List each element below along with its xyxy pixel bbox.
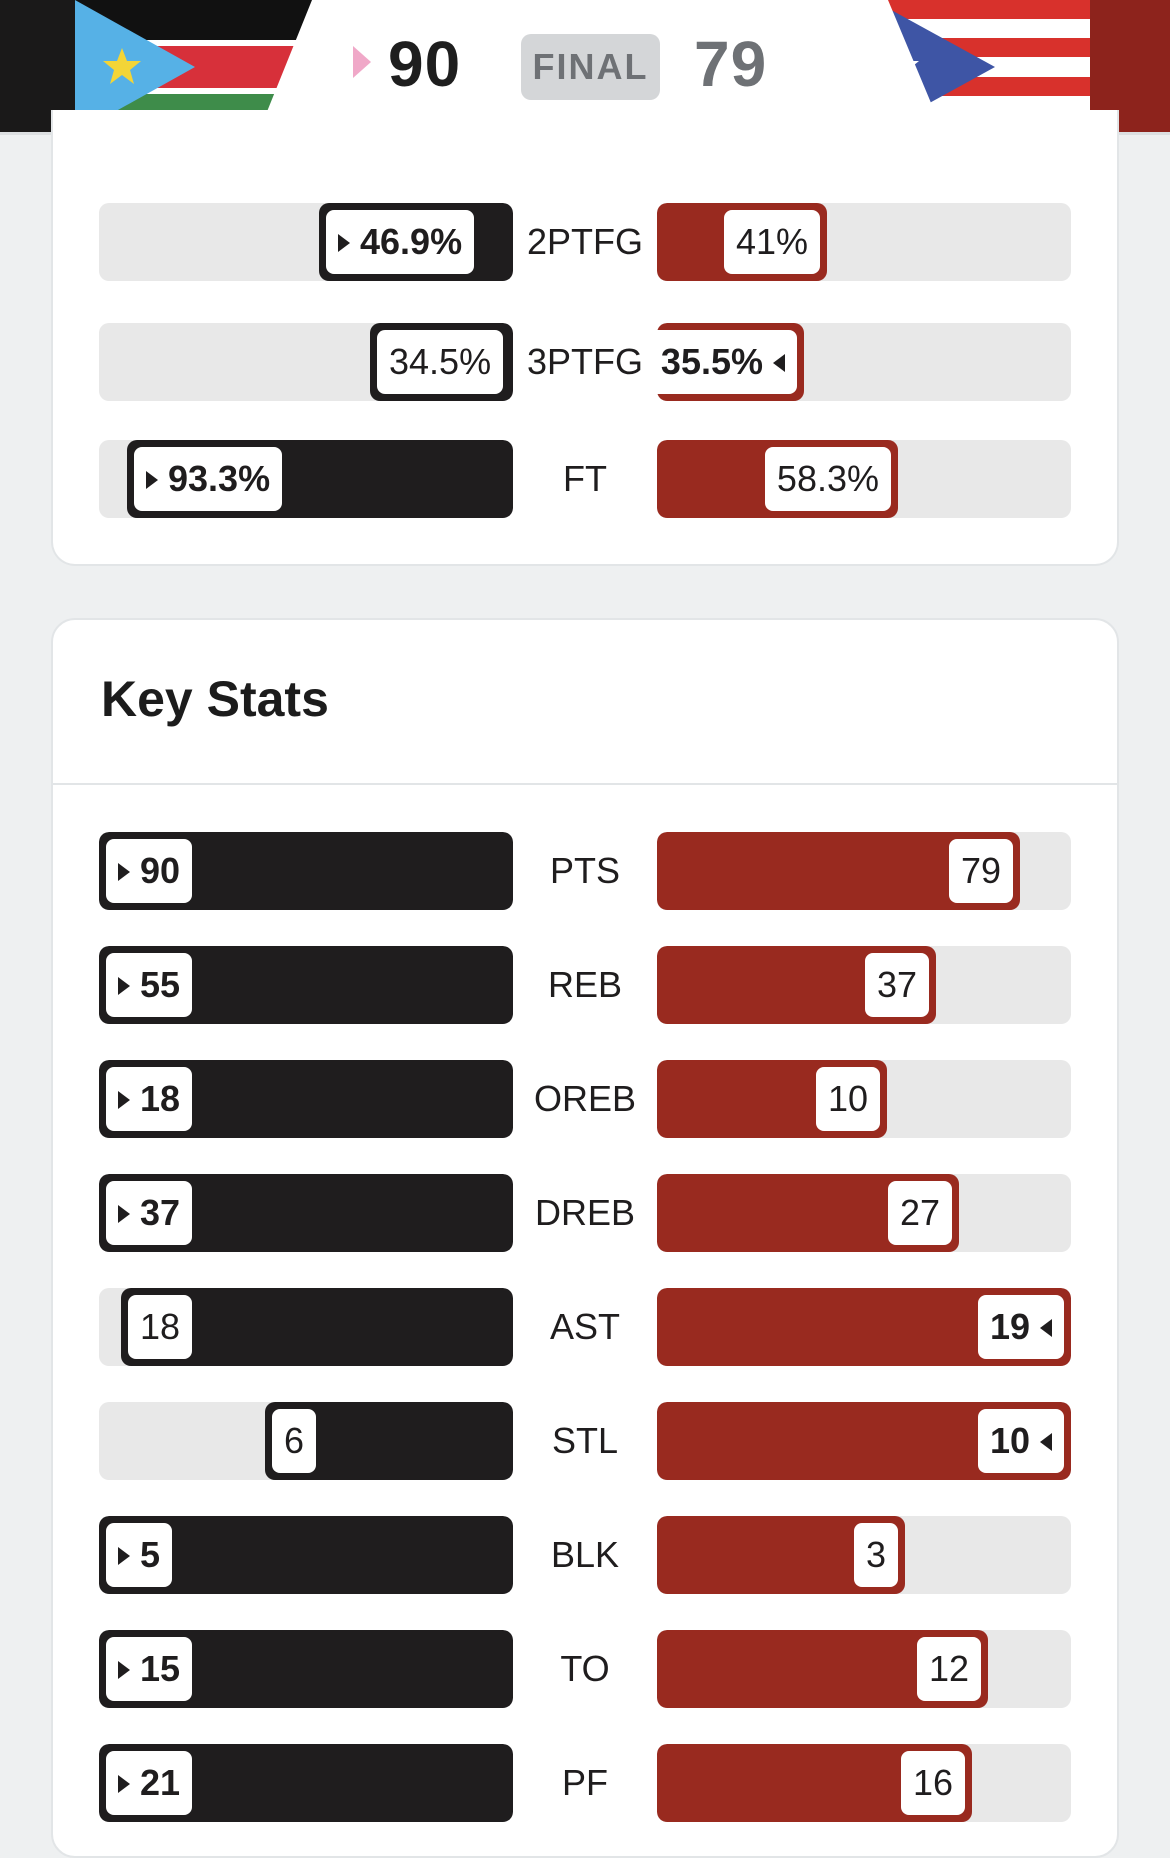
winner-arrow-icon: [118, 1661, 130, 1679]
away-stat-value: 41%: [723, 210, 820, 274]
away-score: 79: [694, 28, 768, 100]
away-stat-text: 27: [899, 1192, 940, 1233]
key-stat-row: 90 79 PTS: [0, 832, 1170, 910]
stat-label: STL: [551, 1420, 619, 1461]
home-stat-value: 34.5%: [377, 330, 504, 394]
away-stat-value: 37: [864, 953, 929, 1017]
home-stat-value: 46.9%: [326, 210, 475, 274]
stat-label: TO: [560, 1648, 610, 1689]
away-stat-text: 58.3%: [776, 458, 879, 499]
away-stat-value: 10: [977, 1409, 1064, 1473]
away-stat-value: 12: [916, 1637, 981, 1701]
winner-arrow-icon: [1040, 1319, 1052, 1337]
away-stat-text: 35.5%: [660, 341, 763, 382]
away-stat-value: 10: [815, 1067, 880, 1131]
key-stat-row: 18 19 AST: [0, 1288, 1170, 1366]
stat-label: BLK: [550, 1534, 620, 1575]
home-stat-text: 18: [140, 1078, 181, 1119]
away-stat-text: 19: [989, 1306, 1030, 1347]
away-stat-value: 58.3%: [764, 447, 891, 511]
winner-arrow-icon: [773, 354, 785, 372]
away-stat-text: 79: [960, 850, 1001, 891]
away-stat-value: 3: [853, 1523, 898, 1587]
key-stat-row: 18 10 OREB: [0, 1060, 1170, 1138]
home-stat-text: 46.9%: [360, 221, 463, 262]
home-stat-text: 21: [140, 1762, 181, 1803]
key-stat-row: 21 16 PF: [0, 1744, 1170, 1822]
key-stat-row: 6 10 STL: [0, 1402, 1170, 1480]
shooting-row: 34.5% 35.5% 3PT FG: [0, 323, 1170, 401]
key-stat-row: 55 37 REB: [0, 946, 1170, 1024]
stat-label: FT: [513, 440, 657, 518]
home-stat-text: 37: [140, 1192, 181, 1233]
home-stat-value: 6: [272, 1409, 317, 1473]
away-stat-text: 10: [827, 1078, 868, 1119]
away-stat-text: 10: [989, 1420, 1030, 1461]
away-bar-track: [657, 1174, 1071, 1252]
home-stat-text: 6: [284, 1420, 305, 1461]
home-stat-value: 5: [106, 1523, 173, 1587]
home-stat-text: 93.3%: [168, 458, 271, 499]
stat-label: DREB: [534, 1192, 636, 1233]
stat-label-line: FG: [593, 221, 644, 262]
stat-label: AST: [549, 1306, 620, 1347]
winner-arrow-icon: [338, 234, 350, 252]
winner-arrow-icon: [118, 1775, 130, 1793]
home-stat-value: 18: [128, 1295, 193, 1359]
home-stat-text: 15: [140, 1648, 181, 1689]
winner-arrow-icon: [118, 1091, 130, 1109]
home-score: 90: [388, 28, 462, 100]
stat-label: PTS: [549, 850, 620, 891]
home-stat-text: 34.5%: [389, 341, 492, 382]
away-stat-text: 3: [865, 1534, 886, 1575]
home-stat-text: 90: [140, 850, 181, 891]
game-status-badge: FINAL: [521, 34, 660, 100]
stat-label: OREB: [533, 1078, 637, 1119]
stat-label-line: FG: [593, 341, 644, 382]
away-bar-track: [657, 203, 1071, 281]
stat-label: PF: [561, 1762, 608, 1803]
home-stat-value: 15: [106, 1637, 193, 1701]
key-stat-row: 37 27 DREB: [0, 1174, 1170, 1252]
home-stat-value: 18: [106, 1067, 193, 1131]
away-stat-value: 16: [900, 1751, 965, 1815]
winner-arrow-icon: [118, 977, 130, 995]
away-stat-value: 19: [977, 1295, 1064, 1359]
home-stat-value: 55: [106, 953, 193, 1017]
stat-label: REB: [547, 964, 623, 1005]
away-stat-value: 35.5%: [648, 330, 797, 394]
home-stat-value: 21: [106, 1751, 193, 1815]
shooting-row: 46.9% 41% 2PT FG: [0, 203, 1170, 281]
home-stat-value: 37: [106, 1181, 193, 1245]
stat-label-line: 2PT: [526, 221, 594, 262]
stat-label: 3PT FG: [513, 323, 657, 401]
stat-label-line: FT: [563, 458, 607, 499]
winner-arrow-icon: [353, 46, 371, 78]
home-stat-text: 5: [140, 1534, 161, 1575]
away-stat-value: 79: [948, 839, 1013, 903]
away-bar-track: [657, 1630, 1071, 1708]
home-stat-text: 55: [140, 964, 181, 1005]
winner-arrow-icon: [1040, 1433, 1052, 1451]
away-stat-value: 27: [887, 1181, 952, 1245]
winner-arrow-icon: [118, 1205, 130, 1223]
home-stat-text: 18: [140, 1306, 181, 1347]
home-stat-value: 90: [106, 839, 193, 903]
away-bar-track: [657, 1744, 1071, 1822]
winner-arrow-icon: [118, 863, 130, 881]
away-stat-text: 41%: [735, 221, 808, 262]
away-stat-text: 12: [928, 1648, 969, 1689]
home-stat-value: 93.3%: [134, 447, 283, 511]
winner-arrow-icon: [118, 1547, 130, 1565]
away-stat-text: 16: [912, 1762, 953, 1803]
away-stat-text: 37: [876, 964, 917, 1005]
key-stat-row: 15 12 TO: [0, 1630, 1170, 1708]
stat-label-line: 3PT: [526, 341, 594, 382]
shooting-row: 93.3% 58.3% FT: [0, 440, 1170, 518]
stat-label: 2PT FG: [513, 203, 657, 281]
winner-arrow-icon: [146, 471, 158, 489]
key-stat-row: 5 3 BLK: [0, 1516, 1170, 1594]
card-title: Key Stats: [101, 671, 329, 727]
divider: [53, 783, 1117, 785]
